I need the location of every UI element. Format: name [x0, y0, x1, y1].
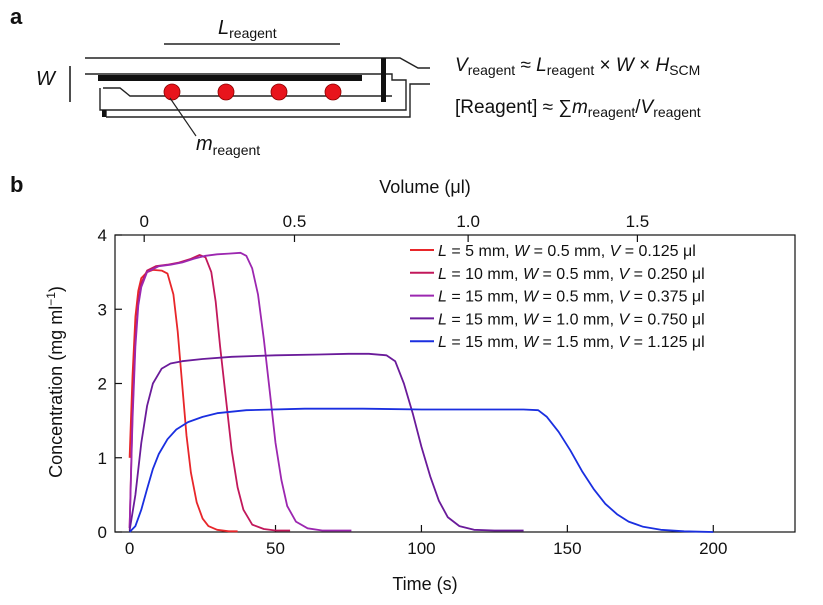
top-tick-label: 1.0: [456, 212, 480, 231]
x-tick-label: 200: [699, 539, 727, 558]
device-top-wall: [85, 57, 430, 69]
device-bottom-wall: [106, 83, 430, 118]
top-tick-label: 0.5: [283, 212, 307, 231]
m-reagent-label: mreagent: [196, 133, 260, 158]
series-line-4: [128, 352, 524, 532]
reagent-beads: [163, 83, 342, 101]
y-tick-label: 2: [98, 375, 107, 394]
device-inner-floor: [103, 87, 392, 97]
volume-equation: Vreagent ≈ Lreagent × W × HSCM: [455, 55, 700, 78]
legend-entry: L = 15 mm, W = 1.0 mm, V = 0.750 μl: [438, 311, 705, 328]
legend-entry: L = 15 mm, W = 1.5 mm, V = 1.125 μl: [438, 334, 705, 351]
y-axis: 0 1 2 3 4: [98, 226, 122, 542]
reagent-bead: [270, 83, 288, 101]
reagent-bead: [217, 83, 235, 101]
plot-area: 0 1 2 3 4 0 50 100 150 200 0 0.5 1.0 1.5 L = 5 mm, …: [98, 212, 796, 558]
legend: L = 5 mm, W = 0.5 mm, V = 0.125 μl L = 10…: [410, 243, 705, 351]
panel-a-letter: a: [10, 4, 23, 29]
series-line-2: [128, 254, 291, 532]
x-tick-label: 150: [553, 539, 581, 558]
legend-entry: L = 5 mm, W = 0.5 mm, V = 0.125 μl: [438, 243, 696, 260]
panel-b-letter: b: [10, 172, 23, 197]
legend-entry: L = 10 mm, W = 0.5 mm, V = 0.250 μl: [438, 266, 705, 283]
concentration-equation: [Reagent] ≈ ∑mreagent/Vreagent: [455, 97, 701, 120]
panel-a: a Lreagent W mreagent Vreagent ≈ Lr: [10, 4, 701, 158]
x-tick-label: 50: [266, 539, 285, 558]
series-line-1: [128, 269, 238, 533]
m-reagent-pointer: [169, 97, 197, 137]
x-tick-label: 0: [125, 539, 134, 558]
reagent-bar: [98, 75, 362, 81]
series-line-3: [128, 251, 352, 532]
y-tick-label: 0: [98, 523, 107, 542]
reagent-bead: [324, 83, 342, 101]
top-axis: 0 0.5 1.0 1.5: [139, 212, 649, 242]
y-axis-title: Concentration (mg ml−1): [44, 286, 66, 478]
x-tick-label: 100: [407, 539, 435, 558]
y-tick-label: 1: [98, 449, 107, 468]
top-axis-title: Volume (μl): [379, 177, 470, 197]
l-reagent-label: Lreagent: [218, 17, 277, 41]
y-tick-label: 4: [98, 226, 107, 245]
top-tick-label: 0: [139, 212, 148, 231]
series-line-5: [128, 407, 714, 533]
device-foot: [102, 110, 106, 117]
reagent-bead: [163, 83, 181, 101]
channel-stop: [381, 58, 386, 102]
device-outer-channel: [85, 73, 407, 111]
y-tick-label: 3: [98, 300, 107, 319]
x-axis-title: Time (s): [392, 574, 457, 594]
device-schematic: [85, 57, 430, 118]
series-lines: [128, 251, 714, 533]
top-tick-label: 1.5: [626, 212, 650, 231]
panel-b: b Volume (μl) Time (s) Concentration (mg…: [10, 172, 796, 594]
legend-entry: L = 15 mm, W = 0.5 mm, V = 0.375 μl: [438, 289, 705, 306]
w-label: W: [36, 68, 57, 90]
